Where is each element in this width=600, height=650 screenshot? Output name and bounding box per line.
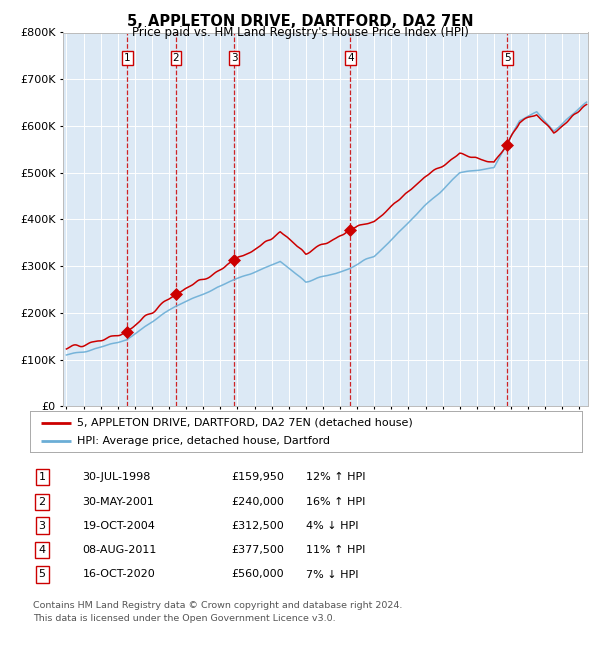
Text: 16% ↑ HPI: 16% ↑ HPI xyxy=(306,497,365,507)
Text: 5: 5 xyxy=(38,569,46,580)
Text: 1: 1 xyxy=(38,473,46,482)
Text: 11% ↑ HPI: 11% ↑ HPI xyxy=(306,545,365,555)
Text: 30-JUL-1998: 30-JUL-1998 xyxy=(82,473,151,482)
Text: 7% ↓ HPI: 7% ↓ HPI xyxy=(306,569,359,580)
Text: 2: 2 xyxy=(38,497,46,507)
Text: 4% ↓ HPI: 4% ↓ HPI xyxy=(306,521,359,530)
Text: 5, APPLETON DRIVE, DARTFORD, DA2 7EN: 5, APPLETON DRIVE, DARTFORD, DA2 7EN xyxy=(127,14,473,29)
Text: 5, APPLETON DRIVE, DARTFORD, DA2 7EN (detached house): 5, APPLETON DRIVE, DARTFORD, DA2 7EN (de… xyxy=(77,418,413,428)
Text: 19-OCT-2004: 19-OCT-2004 xyxy=(82,521,155,530)
Text: 1: 1 xyxy=(124,53,131,63)
Text: £312,500: £312,500 xyxy=(231,521,284,530)
Text: 30-MAY-2001: 30-MAY-2001 xyxy=(82,497,154,507)
Text: 08-AUG-2011: 08-AUG-2011 xyxy=(82,545,157,555)
Text: 2: 2 xyxy=(173,53,179,63)
Text: 5: 5 xyxy=(504,53,511,63)
Text: 12% ↑ HPI: 12% ↑ HPI xyxy=(306,473,365,482)
Text: 16-OCT-2020: 16-OCT-2020 xyxy=(82,569,155,580)
Text: £377,500: £377,500 xyxy=(231,545,284,555)
Text: 3: 3 xyxy=(230,53,238,63)
Text: Price paid vs. HM Land Registry's House Price Index (HPI): Price paid vs. HM Land Registry's House … xyxy=(131,26,469,39)
Text: 4: 4 xyxy=(347,53,353,63)
Text: 4: 4 xyxy=(38,545,46,555)
Text: £240,000: £240,000 xyxy=(231,497,284,507)
Text: Contains HM Land Registry data © Crown copyright and database right 2024.: Contains HM Land Registry data © Crown c… xyxy=(33,601,403,610)
Text: £159,950: £159,950 xyxy=(231,473,284,482)
Text: £560,000: £560,000 xyxy=(231,569,284,580)
Text: HPI: Average price, detached house, Dartford: HPI: Average price, detached house, Dart… xyxy=(77,436,330,446)
Text: This data is licensed under the Open Government Licence v3.0.: This data is licensed under the Open Gov… xyxy=(33,614,335,623)
Text: 3: 3 xyxy=(38,521,46,530)
